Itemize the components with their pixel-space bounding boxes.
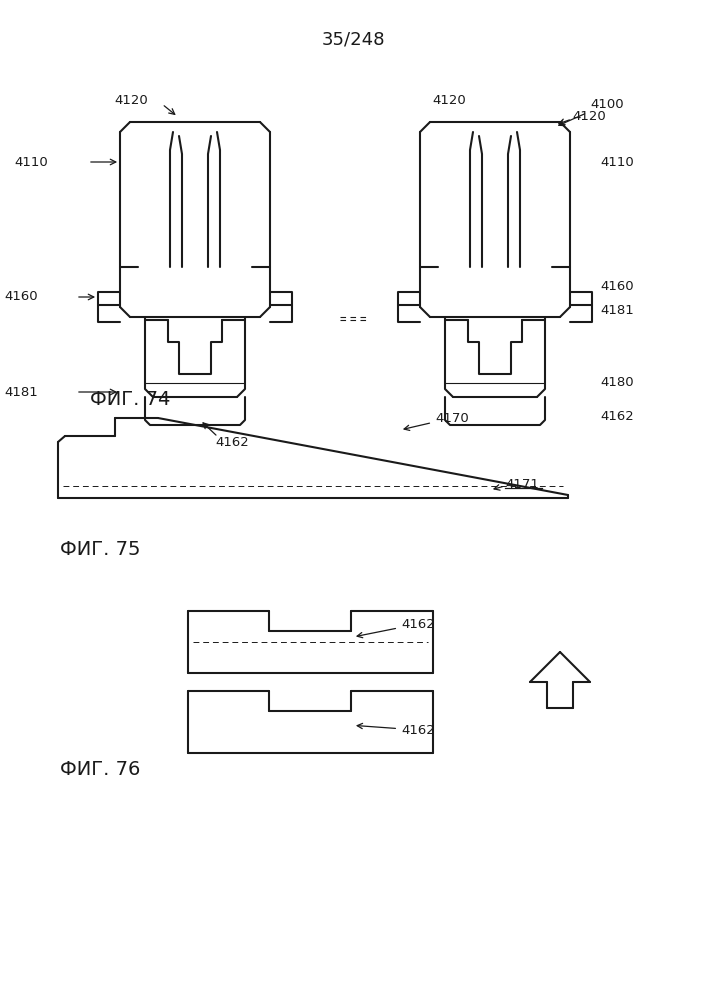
Text: ФИГ. 74: ФИГ. 74 — [90, 390, 170, 409]
Text: 4170: 4170 — [404, 412, 469, 430]
Text: 4180: 4180 — [600, 376, 633, 389]
Text: ФИГ. 76: ФИГ. 76 — [60, 760, 141, 779]
Text: 4110: 4110 — [14, 155, 48, 168]
Text: 4162: 4162 — [215, 436, 249, 450]
Text: 4181: 4181 — [4, 385, 38, 398]
Text: 35/248: 35/248 — [321, 30, 385, 48]
Text: 4160: 4160 — [4, 290, 38, 304]
Text: 4162: 4162 — [357, 617, 435, 638]
Text: 4120: 4120 — [572, 110, 606, 123]
Text: 4160: 4160 — [600, 280, 633, 294]
Text: 4120: 4120 — [432, 94, 466, 106]
Text: 4181: 4181 — [600, 304, 633, 316]
Text: 4120: 4120 — [115, 94, 148, 106]
Text: 4100: 4100 — [559, 98, 624, 126]
Text: 4162: 4162 — [357, 723, 435, 736]
Text: 4110: 4110 — [600, 155, 633, 168]
Text: 4162: 4162 — [600, 410, 633, 424]
Text: 4171: 4171 — [505, 478, 539, 490]
Text: ФИГ. 75: ФИГ. 75 — [60, 540, 141, 559]
